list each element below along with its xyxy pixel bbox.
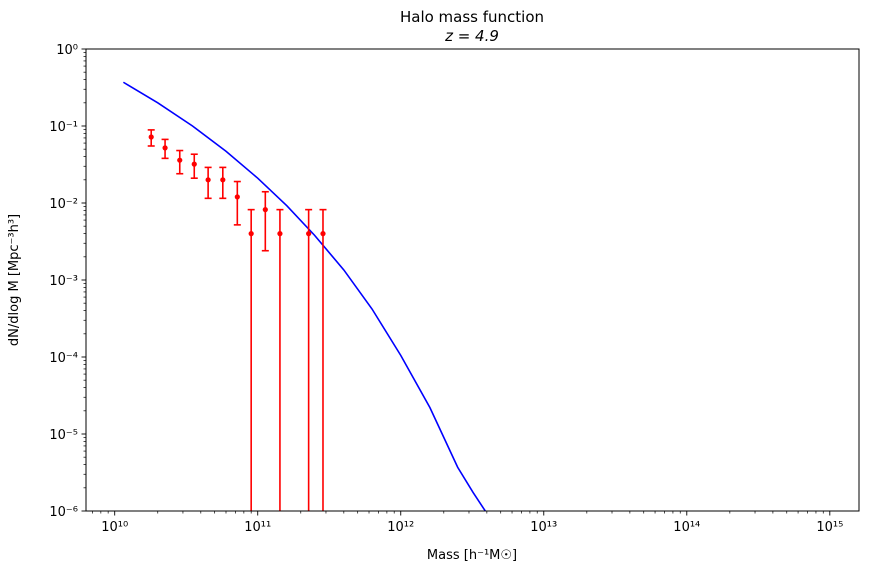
x-axis-label: Mass [h⁻¹M☉] [427, 548, 517, 563]
data-point-marker [320, 231, 326, 237]
x-tick-label: 10¹³ [530, 520, 557, 535]
data-point-errorbar [276, 208, 284, 511]
data-point-errorbar [233, 180, 241, 226]
data-point-marker [306, 231, 312, 237]
data-point-errorbar [319, 208, 327, 511]
data-point-errorbar [176, 149, 184, 175]
x-tick-label: 10¹¹ [244, 520, 271, 535]
y-tick-label: 10⁻³ [49, 274, 78, 289]
data-point-errorbar [147, 129, 155, 147]
y-tick-label: 10⁻⁴ [49, 351, 78, 366]
model-curve-line [122, 81, 486, 511]
chart-subtitle: z = 4.9 [444, 27, 499, 45]
data-point-marker [191, 161, 197, 167]
data-point-marker [277, 231, 283, 237]
data-point-marker [234, 194, 240, 200]
x-tick-label: 10¹² [387, 520, 414, 535]
chart-title: Halo mass function [400, 8, 544, 26]
data-point-errorbar [161, 138, 169, 160]
y-tick-label: 10⁻¹ [49, 120, 78, 135]
data-point-errorbar [190, 153, 198, 179]
y-tick-label: 10⁻⁶ [49, 505, 78, 520]
data-point-marker [262, 207, 268, 213]
plot-frame [85, 48, 860, 512]
x-tick-label: 10¹⁰ [101, 520, 128, 535]
data-point-marker [177, 157, 183, 163]
data-point-marker [148, 134, 154, 140]
data-point-marker [162, 145, 168, 151]
data-point-marker [248, 231, 254, 237]
y-tick-label: 10⁻² [49, 197, 78, 212]
data-layer [122, 81, 486, 511]
plot-area: 10¹⁰ 10¹¹ 10¹² 10¹³ 10¹⁴ 10¹⁵ 10⁻⁶ 10⁻⁵ 10⁻⁴ 10⁻³… [49, 43, 860, 535]
data-point-errorbar [219, 166, 227, 200]
y-tick-label: 10⁰ [56, 43, 78, 58]
data-point-errorbar [305, 208, 313, 511]
x-tick-label: 10¹⁵ [816, 520, 843, 535]
data-point-errorbar [204, 166, 212, 200]
y-axis-label: dN/dlog M [Mpc⁻³h³] [7, 214, 22, 346]
y-tick-label: 10⁻⁵ [49, 428, 78, 443]
data-point-marker [205, 177, 211, 183]
data-point-errorbar [247, 208, 255, 511]
x-tick-label: 10¹⁴ [673, 520, 700, 535]
data-point-marker [220, 177, 226, 183]
data-point-errorbar [261, 190, 269, 252]
